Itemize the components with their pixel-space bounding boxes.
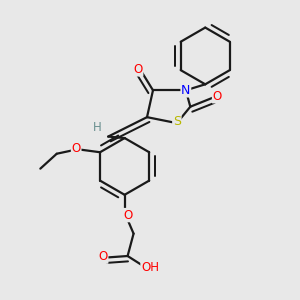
Text: O: O bbox=[213, 90, 222, 103]
Text: O: O bbox=[98, 250, 108, 263]
Text: OH: OH bbox=[141, 262, 159, 275]
Text: H: H bbox=[92, 121, 101, 134]
Text: O: O bbox=[134, 63, 143, 76]
Text: N: N bbox=[181, 84, 190, 97]
Text: O: O bbox=[123, 208, 132, 222]
Text: S: S bbox=[173, 115, 181, 128]
Text: O: O bbox=[71, 142, 81, 155]
